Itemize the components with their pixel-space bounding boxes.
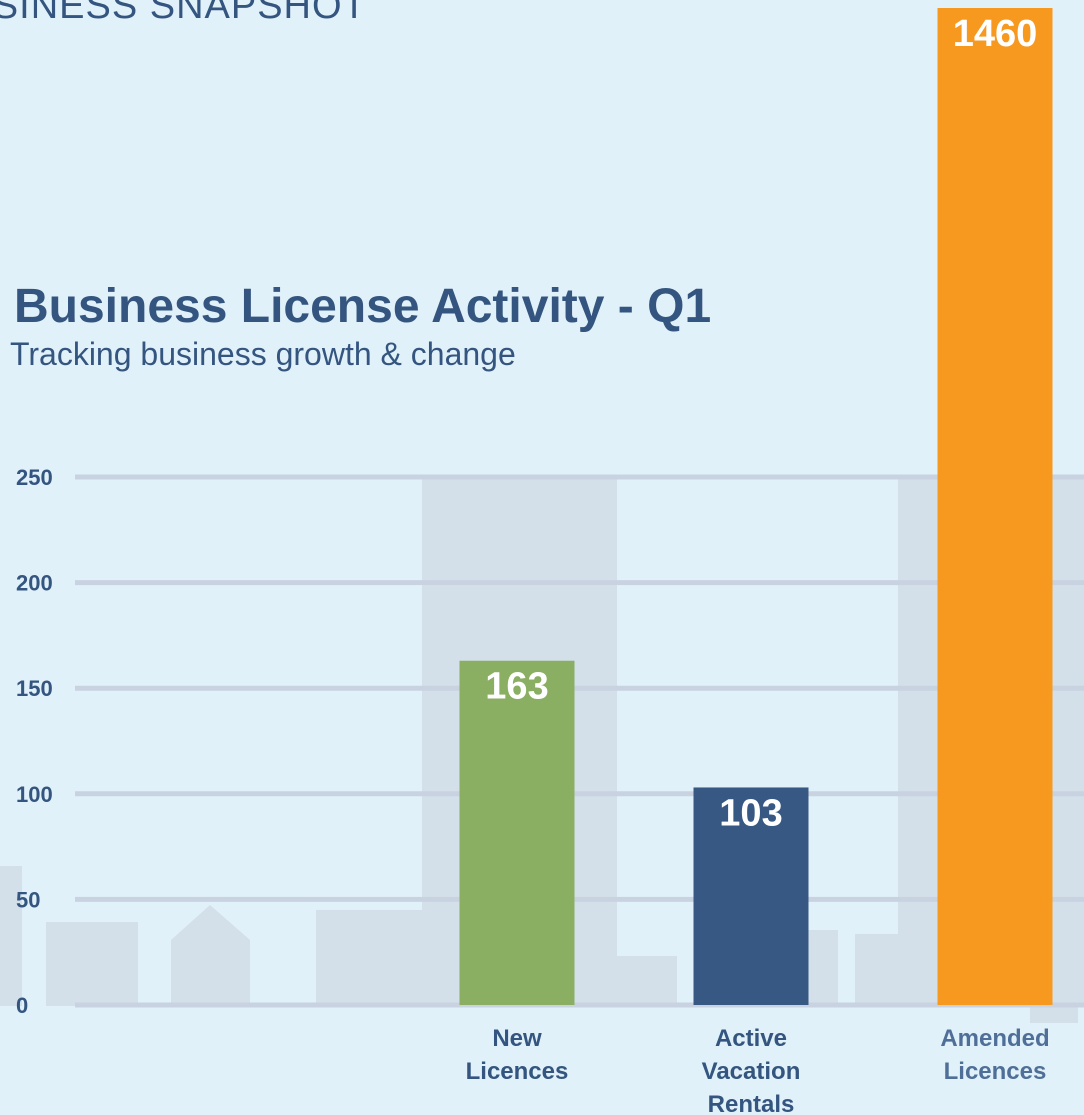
- y-tick-label: 200: [16, 571, 53, 596]
- page-header: BUSINESS SNAPSHOT: [0, 0, 367, 27]
- x-tick-label: Active Vacation Rentals: [701, 1025, 801, 1115]
- bar: [459, 660, 575, 1005]
- value-label: 1460: [953, 13, 1038, 55]
- bar: [937, 8, 1053, 1005]
- bar: [693, 787, 809, 1005]
- value-label: 103: [719, 792, 782, 834]
- value-label: 163: [485, 666, 548, 708]
- y-tick-label: 150: [16, 676, 53, 701]
- y-tick-label: 250: [16, 465, 53, 490]
- y-tick-label: 100: [16, 782, 53, 807]
- x-tick-label: New Licences: [465, 1025, 569, 1085]
- chart-title: Business License Activity - Q1: [14, 280, 711, 333]
- y-tick-label: 0: [16, 993, 28, 1018]
- x-tick-label: Amended Licences: [940, 1025, 1050, 1085]
- y-tick-label: 50: [16, 887, 40, 912]
- chart-subtitle: Tracking business growth & change: [10, 336, 516, 372]
